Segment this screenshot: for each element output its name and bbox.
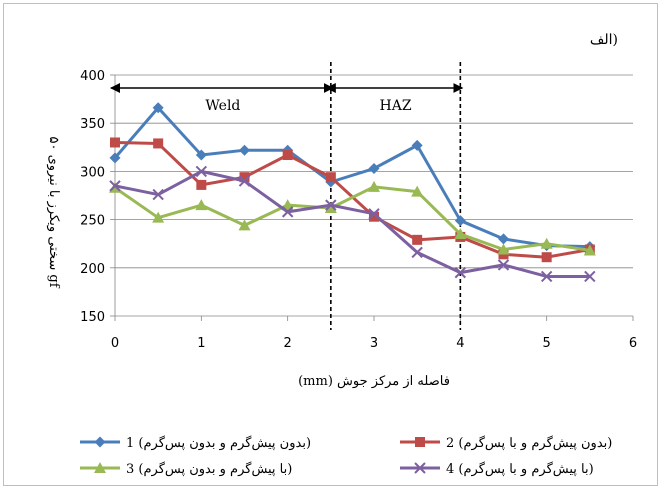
- zone-label: HAZ: [380, 98, 412, 114]
- legend-label: 3 (با پیش‌گرم و بدون پس‌گرم): [126, 461, 292, 477]
- data-point: [281, 206, 294, 218]
- data-point: [584, 270, 596, 283]
- data-point: [239, 144, 250, 156]
- data-point: [497, 243, 510, 255]
- data-point: [325, 199, 337, 211]
- data-point-stroke: [325, 199, 337, 211]
- legend-item-2: 2 (بدون پیش‌گرم و با پس‌گرم): [400, 435, 612, 451]
- data-point: [540, 270, 553, 283]
- x-tick-label: 0: [111, 336, 119, 351]
- x-tick-label: 5: [543, 336, 551, 351]
- data-point: [109, 180, 121, 192]
- legend-item-3: 3 (با پیش‌گرم و بدون پس‌گرم): [80, 461, 292, 477]
- data-point: [152, 188, 164, 201]
- y-tick-label: 250: [80, 214, 105, 229]
- data-point: [153, 138, 164, 149]
- series-4: [109, 165, 596, 283]
- y-tick-label: 300: [80, 165, 105, 180]
- x-tick-label: 3: [370, 336, 378, 351]
- x-tick-label: 1: [197, 336, 205, 351]
- legend-label: 1 (بدون پیش‌گرم و بدون پس‌گرم): [126, 435, 311, 451]
- data-point: [497, 259, 510, 271]
- zone-label: Weld: [205, 98, 240, 114]
- series-line: [113, 106, 590, 249]
- y-tick-label: 150: [80, 310, 105, 325]
- data-point: [498, 233, 509, 245]
- data-point: [541, 252, 552, 263]
- data-point: [238, 175, 251, 187]
- y-tick-label: 200: [80, 262, 105, 277]
- data-point-stroke: [238, 175, 251, 187]
- legend-label: 4 (با پیش‌گرم و با پس‌گرم): [446, 461, 594, 477]
- series-3: [109, 180, 596, 256]
- data-point: [195, 199, 208, 211]
- data-point: [454, 228, 467, 240]
- data-point-stroke: [414, 462, 426, 474]
- data-point: [368, 208, 380, 220]
- series-line: [114, 169, 590, 278]
- data-point-stroke: [411, 246, 423, 259]
- data-point: [195, 165, 208, 178]
- series-2: [110, 137, 595, 263]
- data-point: [411, 185, 424, 197]
- data-point: [281, 199, 294, 211]
- data-point: [282, 150, 293, 161]
- data-point: [369, 211, 379, 222]
- data-point: [152, 102, 164, 114]
- data-point: [239, 172, 250, 183]
- x-axis-label: فاصله از مرکز جوش (mm): [298, 374, 450, 389]
- data-point-stroke: [195, 165, 208, 178]
- data-point: [196, 179, 207, 190]
- data-point: [411, 139, 423, 151]
- data-point: [454, 215, 466, 227]
- x-tick-label: 6: [629, 336, 637, 351]
- data-point-stroke: [497, 259, 510, 271]
- data-point-stroke: [454, 266, 467, 279]
- data-point: [583, 244, 596, 256]
- data-point: [415, 437, 425, 447]
- chart-frame: [3, 3, 658, 486]
- data-point-stroke: [281, 206, 294, 218]
- data-point: [414, 462, 426, 474]
- panel-label: الف): [590, 32, 618, 48]
- data-point: [325, 172, 336, 183]
- y-axis-label: سختی ویکرز با نیروی ۵۰ gf: [46, 136, 61, 288]
- legend-label: 2 (بدون پیش‌گرم و با پس‌گرم): [446, 435, 612, 451]
- data-point: [411, 246, 423, 259]
- data-point-stroke: [584, 270, 596, 283]
- data-point: [454, 266, 467, 279]
- data-point: [540, 237, 553, 249]
- y-tick-label: 350: [80, 117, 105, 132]
- data-point: [195, 149, 207, 161]
- data-point: [368, 180, 380, 192]
- data-point: [110, 137, 120, 148]
- data-point: [152, 211, 165, 223]
- data-point-stroke: [109, 180, 121, 192]
- series-line: [114, 185, 591, 252]
- data-point: [109, 152, 121, 164]
- data-point: [94, 462, 106, 473]
- data-point: [412, 234, 423, 245]
- x-tick-label: 4: [456, 336, 464, 351]
- legend-item-4: 4 (با پیش‌گرم و با پس‌گرم): [400, 461, 594, 477]
- data-point: [324, 202, 337, 214]
- data-point-stroke: [540, 270, 553, 283]
- data-point: [238, 219, 251, 231]
- data-point-stroke: [152, 188, 164, 201]
- data-point: [368, 163, 380, 175]
- legend-item-1: 1 (بدون پیش‌گرم و بدون پس‌گرم): [80, 435, 311, 451]
- y-tick-label: 400: [80, 69, 105, 84]
- x-tick-label: 2: [284, 336, 292, 351]
- series-1: [109, 102, 596, 253]
- data-point: [94, 436, 106, 448]
- data-point-stroke: [368, 208, 380, 220]
